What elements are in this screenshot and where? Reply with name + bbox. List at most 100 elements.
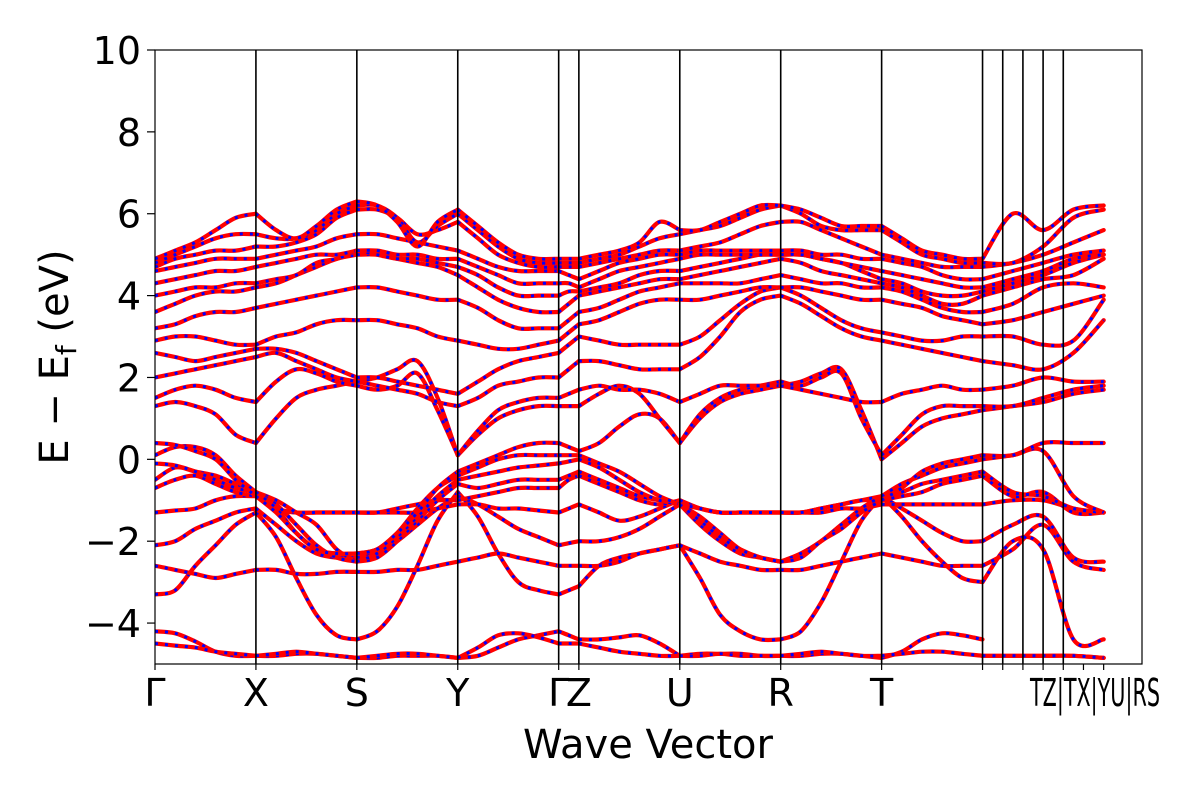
x-tick-label-0: Γ bbox=[144, 671, 165, 715]
band-spin-up-seg6-b9 bbox=[677, 502, 783, 564]
x-tick-label-4: Γ bbox=[548, 671, 569, 715]
y-axis-title-unit: (eV) bbox=[32, 249, 78, 332]
band-spin-down-seg3-b6 bbox=[457, 486, 559, 502]
band-spin-down-seg8-b18 bbox=[881, 277, 983, 298]
band-spin-down-seg5-b1 bbox=[578, 642, 680, 658]
band-spin-down-seg4-b13 bbox=[557, 359, 580, 379]
band-spin-down-seg8-b14 bbox=[881, 330, 983, 343]
band-spin-up-seg3-b23 bbox=[455, 207, 561, 262]
band-spin-up-seg1-b23 bbox=[253, 199, 359, 241]
band-spin-down-seg8-b20 bbox=[881, 257, 983, 282]
band-spin-down-seg2-b21 bbox=[356, 207, 459, 237]
band-spin-down-seg7-b7 bbox=[780, 494, 882, 515]
band-spin-down-seg6-b7 bbox=[679, 502, 781, 515]
band-spin-down-seg5-b12 bbox=[578, 384, 681, 404]
band-spin-down-seg0-b5 bbox=[155, 494, 256, 514]
band-spin-down-seg8-b21 bbox=[881, 253, 983, 269]
band-spin-down-seg8-b19 bbox=[881, 269, 983, 290]
band-spin-up-seg6-b14 bbox=[677, 285, 783, 347]
band-spin-up-seg0-b4 bbox=[155, 506, 258, 548]
band-spin-up-seg8-b17 bbox=[879, 281, 985, 307]
band-spin-down-seg4-b6 bbox=[557, 474, 580, 490]
band-spin-down-seg0-b10 bbox=[155, 441, 257, 498]
band-spin-down-seg0-b18 bbox=[155, 281, 256, 298]
y-axis-title-main: E − E bbox=[32, 355, 78, 465]
band-spin-up-seg3-b22 bbox=[455, 211, 561, 266]
y-tick-label-5: 6 bbox=[117, 193, 141, 237]
band-spin-up-seg3-b20 bbox=[455, 248, 561, 274]
band-spin-down-seg0-b12 bbox=[155, 384, 257, 404]
band-spin-down-seg8-b6 bbox=[881, 474, 983, 502]
band-spin-up-seg8-b10 bbox=[879, 408, 985, 462]
bands-layer bbox=[155, 199, 1106, 661]
band-spin-down-seg5-b3 bbox=[578, 543, 681, 568]
band-spin-down-seg8-b10 bbox=[880, 408, 983, 461]
band-spin-down-seg0-b23 bbox=[155, 212, 257, 261]
band-spin-down-seg5-b14 bbox=[578, 335, 680, 347]
band-spin-down-seg0-b16 bbox=[155, 306, 257, 330]
x-tick-label-2: S bbox=[345, 671, 369, 715]
band-spin-up-seg6-b13 bbox=[677, 293, 783, 372]
band-spin-down-seg5-b23 bbox=[578, 220, 681, 261]
band-spin-down-seg7-b16 bbox=[780, 273, 882, 290]
band-spin-down-seg5-b18 bbox=[578, 269, 680, 293]
y-tick-label-7: 10 bbox=[93, 29, 141, 73]
band-spin-up-seg1-b15 bbox=[253, 317, 359, 347]
band-spin-down-seg0-b1 bbox=[155, 642, 257, 658]
band-spin-down-seg1-b23 bbox=[254, 200, 358, 240]
band-spin-down-seg0-b13 bbox=[155, 355, 257, 379]
band-spin-down-seg2-b13 bbox=[356, 380, 459, 408]
band-spin-down-seg2-b8 bbox=[356, 478, 459, 564]
band-spin-down-seg7-b20 bbox=[780, 248, 882, 261]
band-spin-down-seg4-b4 bbox=[558, 539, 580, 547]
band-spin-down-seg1-b20 bbox=[255, 232, 358, 261]
band-spin-up-seg3-b10 bbox=[455, 440, 561, 474]
band-spin-down-seg5-b4 bbox=[578, 503, 681, 544]
x-tick-label-8: T bbox=[869, 671, 894, 715]
band-spin-down-seg5-b22 bbox=[578, 232, 681, 265]
band-spin-down-seg0-b2 bbox=[155, 511, 257, 596]
band-spin-up-seg5-b3 bbox=[576, 543, 682, 569]
band-spin-down-seg0-b3 bbox=[155, 564, 257, 580]
band-spin-down-seg8-b23 bbox=[880, 224, 983, 261]
band-spin-down-seg6-b13 bbox=[678, 294, 782, 371]
y-axis-title: E − Ef (eV) bbox=[32, 249, 83, 464]
band-spin-up-seg5-b5 bbox=[576, 498, 682, 523]
band-spin-up-seg2-b11 bbox=[354, 357, 460, 458]
band-spin-down-seg4-b0 bbox=[558, 629, 580, 641]
band-spin-up-seg3-b16 bbox=[455, 297, 561, 332]
band-spin-up-seg8-b23 bbox=[879, 223, 985, 262]
band-spin-down-seg0-b9 bbox=[155, 444, 257, 494]
band-spin-down-seg3-b2 bbox=[456, 491, 560, 596]
band-spin-down-seg1-b12 bbox=[254, 367, 358, 404]
band-spin-down-seg0-b14 bbox=[155, 347, 257, 363]
band-spin-up-seg3-b13 bbox=[455, 375, 561, 409]
band-spin-down-seg8-b8 bbox=[880, 457, 983, 498]
band-spin-down-seg8-b3 bbox=[881, 552, 983, 568]
band-spin-down-seg3-b17 bbox=[456, 273, 559, 314]
band-spin-down-seg7-b14 bbox=[780, 286, 882, 334]
y-tick-label-2: 0 bbox=[117, 438, 141, 482]
band-spin-down-seg2-b19 bbox=[356, 248, 458, 261]
band-spin-down-seg6-b19 bbox=[679, 252, 781, 261]
band-spin-down-seg6-b16 bbox=[679, 273, 782, 286]
band-spin-down-seg0-b4 bbox=[155, 507, 257, 547]
band-spin-down-seg2-b1 bbox=[356, 652, 458, 660]
band-spin-down-seg3-b14 bbox=[457, 351, 560, 396]
x-tick-label-6: U bbox=[666, 671, 694, 715]
band-spin-down-seg3-b5 bbox=[457, 502, 559, 514]
band-spin-up-seg2-b23 bbox=[354, 199, 460, 249]
band-spin-up-seg5-b6 bbox=[576, 473, 682, 507]
band-spin-down-seg2-b7 bbox=[356, 482, 459, 564]
band-spin-up-seg7-b9 bbox=[778, 498, 884, 564]
band-spin-up-seg7-b10 bbox=[778, 364, 884, 462]
band-spin-down-seg5-b21 bbox=[578, 248, 680, 269]
x-axis-title: Wave Vector bbox=[523, 722, 774, 768]
band-spin-down-seg4-b8 bbox=[558, 457, 580, 465]
band-spin-down-seg1-b19 bbox=[255, 249, 358, 269]
band-spin-up-seg6-b12 bbox=[677, 382, 783, 405]
band-spin-down-seg6-b15 bbox=[679, 285, 781, 302]
y-tick-label-1: −2 bbox=[85, 520, 141, 564]
y-axis-title-gap bbox=[32, 333, 78, 346]
band-spin-down-seg1-b15 bbox=[255, 318, 357, 347]
